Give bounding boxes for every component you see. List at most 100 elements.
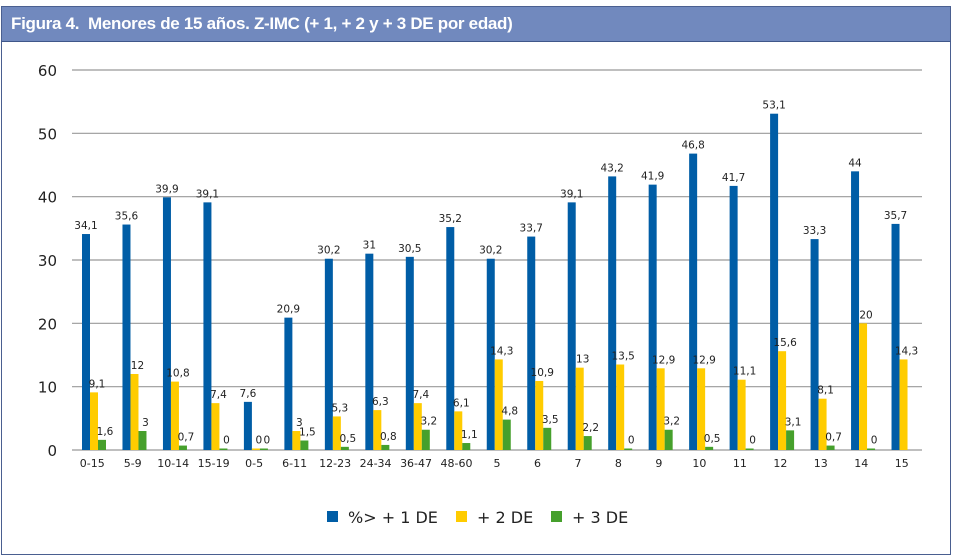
data-label: 9,1	[89, 378, 106, 390]
bar--3-de	[583, 436, 592, 450]
data-label: 35,6	[115, 211, 139, 223]
data-label: 46,8	[681, 140, 704, 152]
bar--1-de	[689, 153, 698, 450]
bar--2-de	[454, 411, 463, 450]
data-label: 12,9	[692, 354, 715, 366]
bar--2-de	[737, 379, 746, 450]
data-label: 30,5	[398, 243, 421, 255]
data-label: 3,1	[785, 416, 802, 428]
bar--2-de	[697, 368, 706, 450]
bar--1-de	[486, 258, 495, 450]
data-label: 0,7	[178, 432, 195, 444]
bar--3-de	[178, 445, 187, 450]
data-label: 35,2	[439, 213, 462, 225]
x-tick-label: 5	[494, 457, 501, 470]
data-label: 41,9	[641, 171, 664, 183]
x-tick-label: 7	[574, 457, 581, 470]
data-label: 20	[859, 309, 872, 321]
data-label: 6,3	[372, 396, 389, 408]
data-label: 10,9	[531, 367, 554, 379]
bar--3-de	[664, 429, 673, 450]
data-label: 0,5	[704, 433, 721, 445]
data-label: 41,7	[722, 172, 745, 184]
bar--2-de	[90, 392, 98, 450]
x-tick-label: 8	[615, 457, 622, 470]
data-label: 20,9	[277, 304, 300, 316]
bar--3-de	[98, 439, 106, 450]
x-tick-label: 10	[692, 457, 706, 470]
data-label: 5,3	[332, 402, 349, 414]
y-tick-label: 60	[38, 62, 57, 80]
x-tick-label: 5-9	[124, 457, 142, 470]
bar--2-de	[616, 364, 625, 450]
bar--3-de	[543, 427, 552, 450]
data-label: 15,6	[773, 337, 797, 349]
bar--1-de	[365, 253, 374, 450]
bar--3-de	[219, 448, 228, 450]
bar--3-de	[705, 446, 714, 450]
bar--3-de	[381, 444, 390, 450]
bar--2-de	[859, 323, 868, 450]
data-label: 0,8	[380, 431, 397, 443]
data-label: 14,3	[490, 345, 513, 357]
bar--3-de	[624, 448, 633, 450]
data-label: 30,2	[317, 245, 340, 257]
x-tick-label: 36-47	[400, 457, 432, 470]
bar--2-de	[656, 368, 665, 450]
data-label: 0	[749, 435, 756, 447]
data-label: 31	[363, 240, 376, 252]
data-label: 3,2	[420, 416, 437, 428]
bar--2-de	[292, 431, 301, 450]
legend-label: + 2 DE	[477, 508, 533, 527]
x-tick-label: 15-19	[198, 457, 230, 470]
data-label: 11,1	[733, 366, 756, 378]
data-label: 35,7	[884, 210, 907, 222]
legend-label: %> + 1 DE	[348, 508, 438, 527]
data-label: 0	[264, 435, 271, 447]
title-bar: Figura 4. Menores de 15 años. Z-IMC (+ 1…	[1, 6, 951, 42]
bar--1-de	[527, 236, 536, 450]
bar--2-de	[170, 381, 179, 450]
bar--1-de	[324, 258, 333, 450]
y-tick-label: 50	[38, 125, 57, 143]
data-label: 0,5	[340, 433, 357, 445]
bar--2-de	[494, 359, 503, 450]
x-tick-label: 6-11	[282, 457, 307, 470]
data-label: 6,1	[453, 397, 470, 409]
bar--2-de	[373, 410, 382, 450]
data-label: 1,6	[97, 426, 114, 438]
data-label: 34,1	[74, 220, 97, 232]
x-tick-label: 0-5	[245, 457, 263, 470]
bar--1-de	[851, 171, 860, 451]
bar--1-de	[203, 202, 212, 450]
bar--2-de	[251, 448, 260, 450]
data-label: 53,1	[762, 100, 785, 112]
bar--1-de	[82, 234, 90, 450]
bar--1-de	[891, 223, 900, 450]
bar--1-de	[648, 184, 657, 450]
bar--1-de	[405, 256, 414, 450]
bar--1-de	[567, 202, 576, 450]
data-label: 0	[871, 435, 878, 447]
data-label: 7,4	[210, 389, 227, 401]
data-label: 0	[628, 435, 635, 447]
data-label: 3	[296, 417, 303, 429]
bar--1-de	[770, 113, 779, 450]
y-tick-label: 30	[38, 252, 57, 270]
bar--2-de	[535, 380, 544, 450]
y-tick-label: 40	[38, 189, 57, 207]
bar--1-de	[810, 239, 819, 450]
bar--3-de	[340, 446, 349, 450]
bar--3-de	[300, 440, 309, 450]
x-tick-label: 10-14	[157, 457, 189, 470]
x-tick-label: 11	[733, 457, 747, 470]
bar--1-de	[122, 224, 131, 450]
data-label: 3	[142, 417, 149, 429]
y-tick-label: 0	[47, 442, 57, 460]
bar--3-de	[462, 443, 471, 450]
data-label: 30,2	[479, 245, 502, 257]
legend-swatch	[327, 511, 338, 522]
x-tick-label: 13	[814, 457, 828, 470]
bar--2-de	[332, 416, 341, 450]
data-label: 1,1	[461, 429, 478, 441]
